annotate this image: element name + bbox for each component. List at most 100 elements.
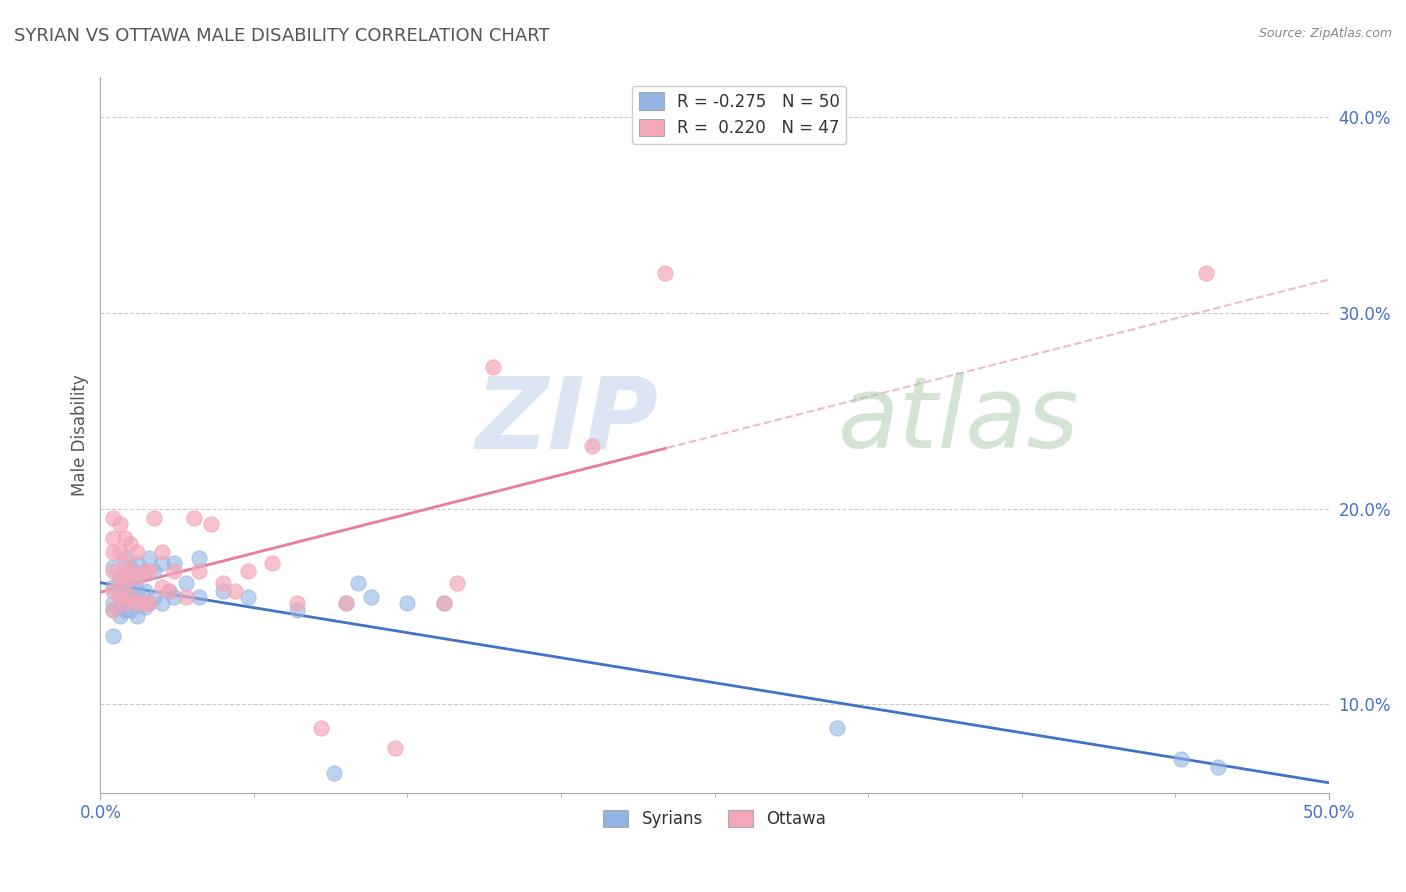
Point	[114, 550, 136, 565]
Point	[101, 531, 124, 545]
Point	[108, 609, 131, 624]
Point	[335, 596, 357, 610]
Point	[114, 576, 136, 591]
Point	[157, 583, 180, 598]
Point	[200, 517, 222, 532]
Point	[127, 609, 149, 624]
Point	[108, 583, 131, 598]
Point	[108, 599, 131, 614]
Point	[360, 590, 382, 604]
Point	[101, 511, 124, 525]
Point	[176, 590, 198, 604]
Point	[134, 583, 156, 598]
Point	[262, 557, 284, 571]
Point	[101, 603, 124, 617]
Text: SYRIAN VS OTTAWA MALE DISABILITY CORRELATION CHART: SYRIAN VS OTTAWA MALE DISABILITY CORRELA…	[14, 27, 550, 45]
Point	[134, 596, 156, 610]
Point	[118, 603, 141, 617]
Point	[654, 266, 676, 280]
Point	[114, 596, 136, 610]
Point	[236, 564, 259, 578]
Point	[127, 544, 149, 558]
Point	[138, 596, 160, 610]
Point	[150, 596, 173, 610]
Point	[433, 596, 456, 610]
Point	[134, 564, 156, 578]
Point	[285, 596, 308, 610]
Point	[101, 564, 124, 578]
Point	[827, 721, 849, 735]
Point	[118, 560, 141, 574]
Legend: Syrians, Ottawa: Syrians, Ottawa	[596, 803, 832, 834]
Point	[127, 596, 149, 610]
Point	[482, 360, 505, 375]
Point	[347, 576, 370, 591]
Point	[101, 603, 124, 617]
Point	[1170, 752, 1192, 766]
Text: Source: ZipAtlas.com: Source: ZipAtlas.com	[1258, 27, 1392, 40]
Point	[1206, 760, 1229, 774]
Point	[212, 583, 235, 598]
Point	[114, 570, 136, 584]
Point	[581, 439, 603, 453]
Point	[187, 590, 209, 604]
Point	[114, 531, 136, 545]
Text: ZIP: ZIP	[475, 372, 658, 469]
Point	[433, 596, 456, 610]
Point	[101, 544, 124, 558]
Point	[118, 564, 141, 578]
Point	[127, 570, 149, 584]
Point	[101, 596, 124, 610]
Point	[384, 740, 406, 755]
Point	[138, 564, 160, 578]
Point	[101, 560, 124, 574]
Point	[127, 596, 149, 610]
Point	[311, 721, 333, 735]
Point	[138, 596, 160, 610]
Point	[285, 603, 308, 617]
Point	[108, 590, 131, 604]
Point	[183, 511, 205, 525]
Point	[114, 603, 136, 617]
Point	[114, 596, 136, 610]
Point	[176, 576, 198, 591]
Point	[101, 580, 124, 594]
Text: atlas: atlas	[838, 372, 1078, 469]
Point	[446, 576, 468, 591]
Point	[1195, 266, 1218, 280]
Point	[143, 511, 166, 525]
Point	[127, 570, 149, 584]
Point	[108, 570, 131, 584]
Point	[108, 570, 131, 584]
Point	[127, 557, 149, 571]
Point	[114, 557, 136, 571]
Point	[118, 580, 141, 594]
Point	[101, 629, 124, 643]
Point	[157, 583, 180, 598]
Point	[118, 590, 141, 604]
Point	[134, 599, 156, 614]
Point	[224, 583, 246, 598]
Point	[150, 544, 173, 558]
Point	[187, 564, 209, 578]
Point	[118, 590, 141, 604]
Point	[101, 583, 124, 598]
Point	[212, 576, 235, 591]
Point	[108, 544, 131, 558]
Point	[143, 590, 166, 604]
Point	[187, 550, 209, 565]
Point	[396, 596, 419, 610]
Point	[163, 557, 186, 571]
Point	[150, 580, 173, 594]
Point	[150, 557, 173, 571]
Point	[322, 766, 344, 780]
Point	[236, 590, 259, 604]
Point	[108, 517, 131, 532]
Point	[335, 596, 357, 610]
Point	[138, 550, 160, 565]
Point	[163, 564, 186, 578]
Point	[114, 583, 136, 598]
Point	[127, 583, 149, 598]
Y-axis label: Male Disability: Male Disability	[72, 374, 89, 496]
Point	[134, 564, 156, 578]
